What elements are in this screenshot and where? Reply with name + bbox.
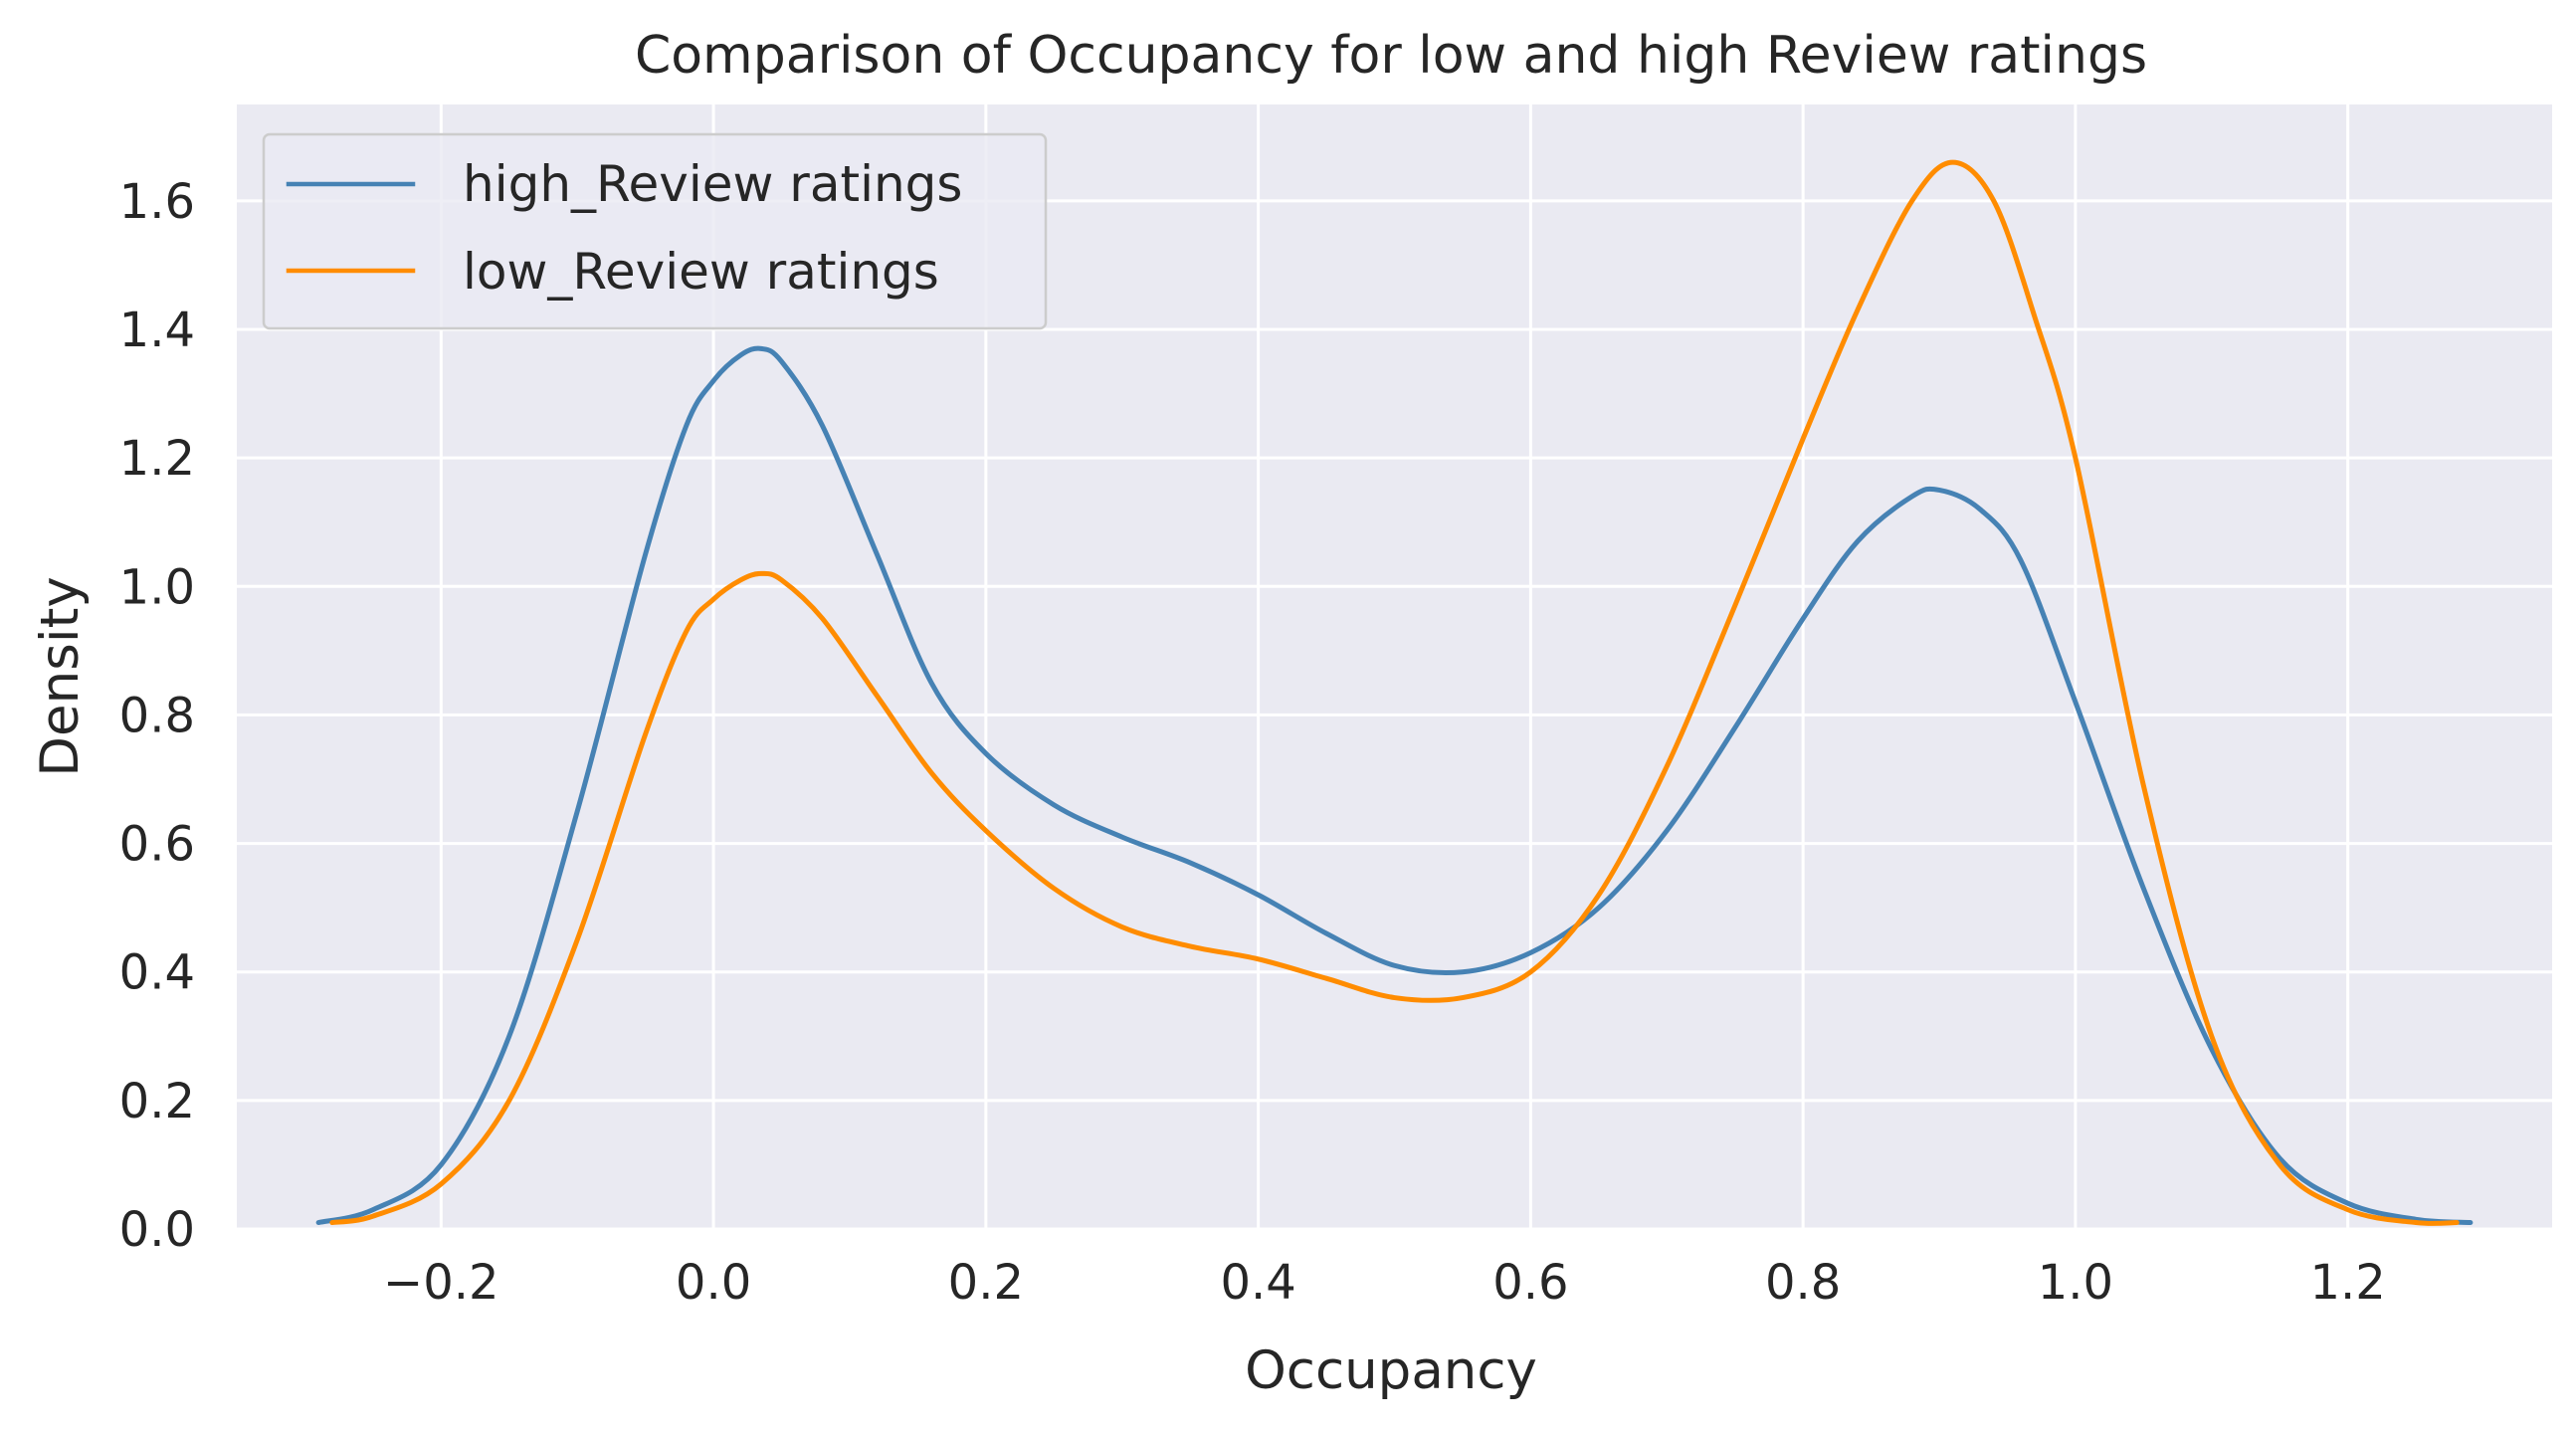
series-lines xyxy=(315,159,2474,1226)
grid-lines xyxy=(237,104,2552,1231)
series-line-high xyxy=(315,345,2474,1226)
legend-label-high: high_Review ratings xyxy=(463,155,962,213)
y-tick-label: 1.6 xyxy=(119,174,195,230)
y-tick-label: 0.0 xyxy=(119,1202,195,1258)
x-tick-label: 0.6 xyxy=(1492,1255,1568,1311)
y-tick-label: 0.2 xyxy=(119,1074,195,1129)
y-tick-label: 1.2 xyxy=(119,431,195,487)
x-tick-labels: −0.2 0.0 0.2 0.4 0.6 0.8 1.0 1.2 xyxy=(383,1255,2386,1311)
y-tick-label: 0.4 xyxy=(119,945,195,1001)
y-tick-label: 1.4 xyxy=(119,303,195,358)
x-tick-label: 0.8 xyxy=(1765,1255,1841,1311)
y-tick-label: 0.6 xyxy=(119,817,195,873)
legend-label-low: low_Review ratings xyxy=(463,243,939,301)
y-tick-label: 1.0 xyxy=(119,559,195,615)
x-tick-label: −0.2 xyxy=(383,1255,499,1311)
series-line-low xyxy=(329,159,2460,1226)
y-tick-labels: 0.0 0.2 0.4 0.6 0.8 1.0 1.2 1.4 1.6 xyxy=(119,174,195,1258)
legend-frame xyxy=(262,132,1048,330)
x-tick-label: 0.0 xyxy=(676,1255,751,1311)
x-tick-label: 1.0 xyxy=(2038,1255,2113,1311)
legend: high_Review ratings low_Review ratings xyxy=(262,132,1048,330)
x-tick-label: 0.2 xyxy=(948,1255,1024,1311)
x-tick-label: 0.4 xyxy=(1220,1255,1295,1311)
x-tick-label: 1.2 xyxy=(2310,1255,2386,1311)
y-axis-label: Density xyxy=(30,576,91,777)
chart-title: Comparison of Occupancy for low and high… xyxy=(635,26,2147,86)
y-tick-label: 0.8 xyxy=(119,688,195,743)
x-axis-label: Occupancy xyxy=(1245,1340,1537,1401)
